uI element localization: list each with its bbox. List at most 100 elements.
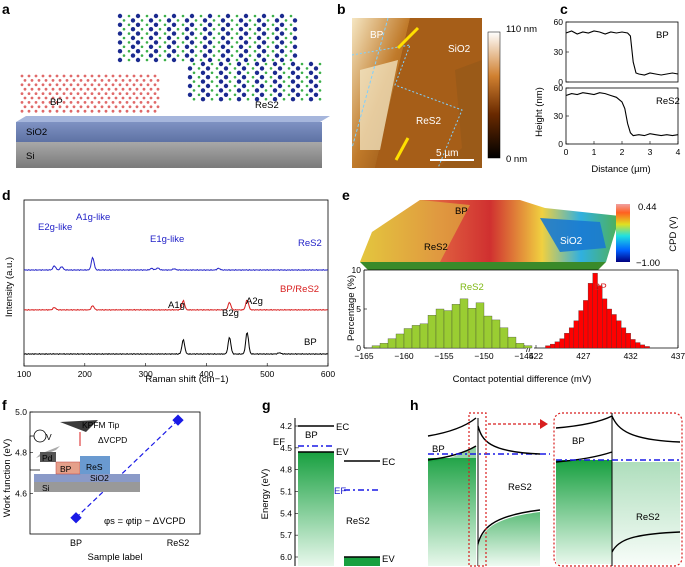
res2-atom bbox=[300, 80, 304, 83]
res2-atom bbox=[215, 93, 219, 97]
res2-atom bbox=[140, 45, 144, 49]
res2-atom bbox=[220, 53, 226, 58]
res2-atom bbox=[251, 67, 255, 70]
bp-atom bbox=[111, 101, 115, 104]
res2-atom bbox=[279, 49, 285, 54]
d-xtick-label: 500 bbox=[260, 369, 274, 379]
res2-atom bbox=[153, 49, 159, 54]
d-ylabel: Intensity (a.u.) bbox=[4, 257, 15, 317]
res2-atom bbox=[176, 36, 180, 40]
res2-atom bbox=[289, 41, 293, 44]
res2-atom bbox=[251, 93, 255, 97]
res2-atom bbox=[256, 44, 262, 49]
bp-atom bbox=[51, 96, 55, 100]
res2-atom bbox=[269, 84, 273, 88]
res2-atom bbox=[277, 66, 283, 71]
res2-atom bbox=[171, 22, 177, 27]
res2-atom bbox=[254, 70, 260, 76]
res2-atom bbox=[287, 84, 291, 88]
res2-atom bbox=[266, 27, 270, 31]
g-label-ev2: EV bbox=[382, 554, 395, 565]
bp-atom bbox=[41, 83, 45, 87]
res2-atom bbox=[235, 58, 239, 62]
bp-atom bbox=[90, 109, 94, 113]
res2-atom bbox=[271, 49, 275, 53]
e-bar-ReS2 bbox=[451, 304, 461, 349]
res2-atom bbox=[241, 75, 247, 80]
res2-atom bbox=[220, 44, 226, 49]
panel-h-band-diagram bbox=[427, 412, 683, 567]
bp-atom bbox=[97, 83, 101, 87]
panel-f-chart: 4.6 4.8 5.0 BP ReS2 bbox=[15, 407, 201, 548]
f-label-bp: BP bbox=[60, 464, 72, 474]
res2-atom bbox=[181, 14, 185, 18]
res2-atom bbox=[308, 70, 314, 76]
bp-atom bbox=[93, 105, 97, 109]
res2-atom bbox=[287, 67, 291, 70]
bp-atom bbox=[83, 109, 87, 113]
res2-atom bbox=[236, 70, 242, 76]
e-bar-ReS2 bbox=[435, 308, 445, 349]
res2-atom bbox=[163, 14, 167, 18]
bp-atom bbox=[125, 74, 129, 78]
res2-atom bbox=[238, 18, 244, 23]
res2-atom bbox=[243, 22, 249, 27]
res2-atom bbox=[218, 61, 224, 67]
res2-atom bbox=[248, 54, 252, 57]
res2-atom bbox=[230, 36, 234, 40]
res2-atom bbox=[202, 35, 208, 41]
c-ytick-label: 0 bbox=[558, 77, 563, 87]
res2-atom bbox=[282, 89, 286, 92]
label-b-scale: 5 µm bbox=[436, 148, 458, 159]
bp-atom bbox=[30, 105, 34, 109]
res2-atom bbox=[246, 89, 250, 92]
d-xtick-label: 400 bbox=[199, 369, 213, 379]
res2-atom bbox=[279, 31, 285, 36]
bp-atom bbox=[135, 87, 139, 91]
res2-atom bbox=[217, 32, 221, 35]
e-bar-ReS2 bbox=[387, 338, 397, 349]
kpfm-surface-map bbox=[360, 200, 620, 270]
bp-atom bbox=[79, 79, 83, 82]
bp-atom bbox=[128, 105, 132, 109]
bp-atom bbox=[118, 74, 122, 78]
bp-atom bbox=[111, 74, 115, 78]
res2-atom bbox=[145, 14, 149, 18]
res2-atom bbox=[200, 70, 206, 76]
e-xtick-label: 432 bbox=[624, 351, 638, 361]
bp-atom bbox=[65, 96, 69, 100]
res2-atom bbox=[184, 35, 190, 41]
res2-atom bbox=[163, 49, 167, 53]
bp-atom bbox=[139, 74, 143, 78]
res2-atom bbox=[269, 67, 273, 70]
res2-atom bbox=[282, 80, 286, 83]
res2-atom bbox=[266, 45, 270, 49]
e-bar-BP bbox=[545, 345, 551, 349]
res2-atom bbox=[207, 40, 213, 45]
res2-atom bbox=[122, 45, 126, 49]
res2-atom bbox=[220, 27, 226, 32]
e-bar-BP bbox=[564, 333, 570, 349]
d-spectrum-2 bbox=[23, 331, 328, 356]
bp-atom bbox=[20, 74, 24, 78]
d-xtick-label: 100 bbox=[17, 369, 31, 379]
bp-atom bbox=[90, 92, 94, 95]
res2-atom bbox=[243, 13, 249, 19]
res2-atom bbox=[171, 57, 177, 63]
res2-atom bbox=[236, 79, 242, 84]
bp-atom bbox=[156, 105, 160, 109]
d-annot-e2g: E2g-like bbox=[38, 222, 72, 233]
res2-atom bbox=[217, 41, 221, 44]
res2-atom bbox=[261, 31, 267, 36]
res2-atom bbox=[205, 92, 211, 98]
label-a-bp: BP bbox=[50, 97, 63, 108]
res2-atom bbox=[187, 75, 193, 80]
res2-atom bbox=[225, 57, 231, 63]
c-profile-title-1: ReS2 bbox=[656, 96, 680, 107]
label-a-res2: ReS2 bbox=[255, 100, 279, 111]
res2-atom bbox=[148, 27, 154, 32]
bp-atom bbox=[23, 87, 27, 91]
bp-atom bbox=[107, 96, 111, 100]
h-inset-res2: ReS2 bbox=[636, 512, 660, 523]
